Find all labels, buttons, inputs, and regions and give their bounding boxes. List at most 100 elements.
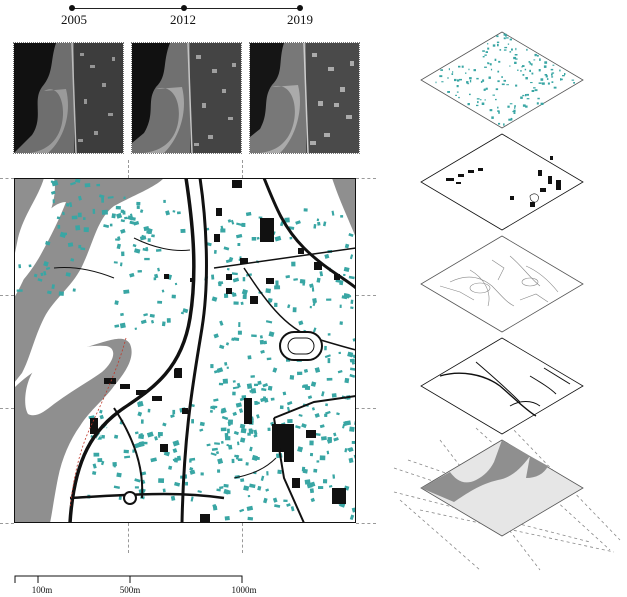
residential-building bbox=[485, 87, 488, 90]
residential-building bbox=[199, 421, 205, 427]
residential-building bbox=[98, 194, 105, 199]
residential-building bbox=[559, 69, 561, 72]
residential-building bbox=[75, 225, 81, 231]
residential-building bbox=[448, 68, 450, 71]
residential-building bbox=[220, 440, 224, 444]
residential-building bbox=[168, 465, 173, 470]
residential-building bbox=[320, 436, 327, 441]
residential-building bbox=[77, 212, 82, 218]
public-building bbox=[174, 368, 182, 378]
residential-building bbox=[350, 299, 354, 304]
residential-building bbox=[551, 76, 554, 78]
residential-building bbox=[304, 479, 311, 485]
residential-building bbox=[189, 467, 194, 471]
residential-building bbox=[325, 403, 329, 407]
residential-building bbox=[241, 222, 246, 227]
residential-building bbox=[286, 406, 291, 412]
residential-building bbox=[514, 105, 516, 108]
residential-building bbox=[176, 211, 181, 215]
residential-building bbox=[324, 345, 327, 351]
residential-building bbox=[101, 197, 105, 203]
residential-building bbox=[101, 434, 105, 439]
residential-building bbox=[481, 102, 485, 105]
residential-building bbox=[473, 69, 476, 72]
residential-building bbox=[50, 180, 54, 183]
residential-building bbox=[174, 282, 178, 286]
residential-building bbox=[210, 452, 217, 456]
residential-building bbox=[70, 258, 75, 262]
residential-building bbox=[199, 428, 204, 432]
residential-building bbox=[212, 503, 217, 508]
residential-building bbox=[529, 69, 531, 72]
year-label-2005: 2005 bbox=[61, 12, 87, 27]
public-building bbox=[136, 390, 146, 395]
residential-building bbox=[487, 43, 489, 45]
residential-building bbox=[515, 47, 517, 51]
residential-building bbox=[571, 79, 575, 81]
residential-building bbox=[316, 277, 321, 283]
residential-building bbox=[321, 391, 325, 397]
residential-building bbox=[325, 410, 331, 415]
residential-building bbox=[121, 251, 125, 257]
year-label-2019: 2019 bbox=[287, 12, 313, 27]
residential-building bbox=[538, 82, 542, 84]
residential-building bbox=[487, 47, 490, 50]
residential-building bbox=[530, 82, 533, 84]
residential-building bbox=[476, 98, 480, 100]
residential-building bbox=[292, 307, 297, 313]
residential-building bbox=[457, 79, 460, 82]
residential-building bbox=[503, 33, 507, 36]
public-building bbox=[152, 396, 162, 401]
residential-building bbox=[331, 210, 335, 216]
residential-building bbox=[18, 264, 22, 269]
residential-building bbox=[146, 230, 152, 234]
residential-building bbox=[232, 391, 236, 396]
residential-building bbox=[536, 102, 539, 105]
residential-building bbox=[58, 291, 64, 296]
residential-building bbox=[239, 397, 246, 402]
residential-building bbox=[51, 284, 55, 290]
residential-building bbox=[499, 49, 502, 51]
residential-building bbox=[293, 278, 298, 281]
public-building bbox=[240, 258, 248, 264]
residential-building bbox=[266, 357, 272, 361]
public-building bbox=[266, 278, 274, 284]
residential-building bbox=[514, 106, 516, 109]
residential-building bbox=[120, 209, 125, 214]
residential-building bbox=[172, 409, 176, 415]
residential-building bbox=[51, 180, 59, 187]
residential-building bbox=[466, 81, 469, 84]
residential-building bbox=[224, 515, 230, 521]
residential-building bbox=[573, 82, 575, 84]
residential-building bbox=[136, 400, 144, 408]
residential-building bbox=[544, 74, 548, 76]
residential-building bbox=[337, 369, 343, 374]
residential-building bbox=[295, 425, 301, 429]
residential-building bbox=[285, 274, 291, 279]
residential-building bbox=[226, 366, 229, 369]
satellite-image-2019 bbox=[249, 42, 360, 154]
residential-building bbox=[505, 34, 507, 37]
residential-building bbox=[490, 68, 493, 71]
residential-building bbox=[161, 289, 165, 293]
residential-building bbox=[111, 213, 116, 219]
public-building bbox=[226, 288, 232, 294]
residential-building bbox=[270, 397, 275, 401]
residential-building bbox=[92, 208, 96, 214]
residential-building bbox=[310, 381, 317, 387]
residential-building bbox=[220, 410, 223, 414]
residential-building bbox=[235, 402, 242, 408]
residential-building bbox=[263, 497, 268, 504]
residential-building bbox=[547, 78, 549, 80]
residential-building bbox=[298, 414, 303, 417]
residential-building bbox=[231, 272, 238, 276]
residential-building bbox=[210, 405, 216, 410]
residential-building bbox=[511, 48, 513, 51]
residential-building bbox=[140, 433, 143, 439]
residential-building bbox=[267, 385, 273, 391]
public-building bbox=[306, 430, 316, 438]
residential-building bbox=[134, 486, 139, 489]
residential-building bbox=[274, 235, 282, 242]
residential-building bbox=[147, 408, 151, 413]
residential-building bbox=[170, 414, 175, 418]
